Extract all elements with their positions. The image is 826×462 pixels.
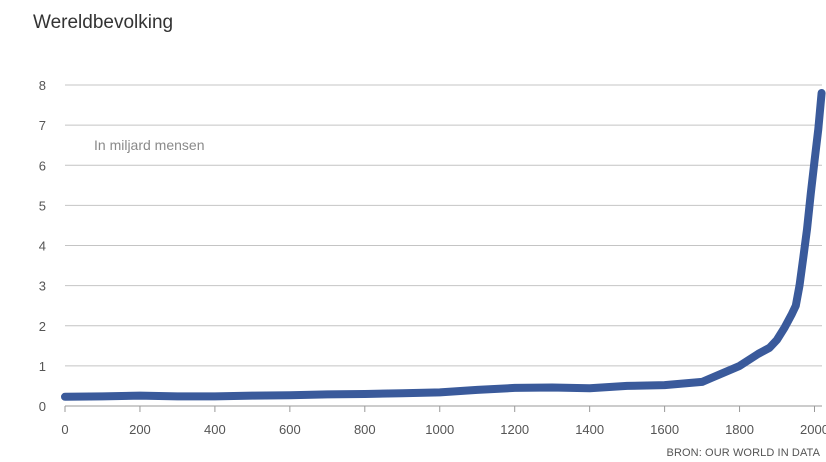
x-tick-label: 1200 [500,422,529,437]
y-tick-label: 7 [39,118,46,133]
x-tick-label: 400 [204,422,226,437]
x-tick-label: 1600 [650,422,679,437]
x-tick-label: 800 [354,422,376,437]
x-tick-label: 1400 [575,422,604,437]
unit-label: In miljard mensen [94,137,205,153]
y-tick-label: 5 [39,198,46,213]
x-tick-label: 2000 [800,422,826,437]
x-tick-label: 1000 [425,422,454,437]
y-tick-label: 0 [39,399,46,414]
series-line-population [61,89,826,401]
x-axis: 0 200 400 600 800 1000 1200 1400 1600 1800 2000 [61,406,826,437]
y-tick-label: 4 [39,239,46,254]
y-tick-label: 3 [39,279,46,294]
y-tick-label: 1 [39,359,46,374]
y-tick-label: 6 [39,158,46,173]
source-note: BRON: OUR WORLD IN DATA [666,447,820,459]
x-tick-label: 0 [61,422,68,437]
x-tick-label: 200 [129,422,151,437]
x-tick-label: 600 [279,422,301,437]
y-tick-label: 8 [39,78,46,93]
y-tick-label: 2 [39,319,46,334]
gridlines [65,84,822,407]
x-tick-label: 1800 [725,422,754,437]
chart-title: Wereldbevolking [33,12,174,33]
y-axis: 0 1 2 3 4 5 6 7 8 [39,78,46,414]
